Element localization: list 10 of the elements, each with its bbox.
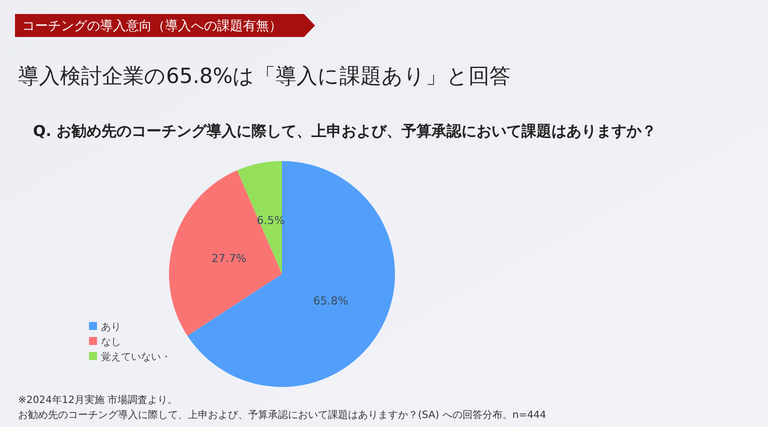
legend-label: 覚えていない・ [101, 352, 171, 363]
note: お勧め先のコーチング導入に際して、上申および、予算承認において課題はありますか？(SA) への回答分布。n=444 [18, 410, 546, 421]
legend-label: なし [101, 337, 121, 348]
header-banner: コーチングの導入意向（導入への課題有無） [15, 14, 315, 37]
subtitle: Q. お勧め先のコーチング導入に際して、上申および、予算承認において課題はありますか？ [33, 122, 657, 140]
legend-label: あり [101, 322, 121, 333]
data-label: 27.7% [212, 252, 246, 266]
data-label: 65.8% [313, 294, 348, 308]
note: ※2024年12月実施 市場調査より。 [18, 395, 178, 406]
title: 導入検討企業の65.8%は「導入に課題あり」と回答 [18, 64, 511, 88]
